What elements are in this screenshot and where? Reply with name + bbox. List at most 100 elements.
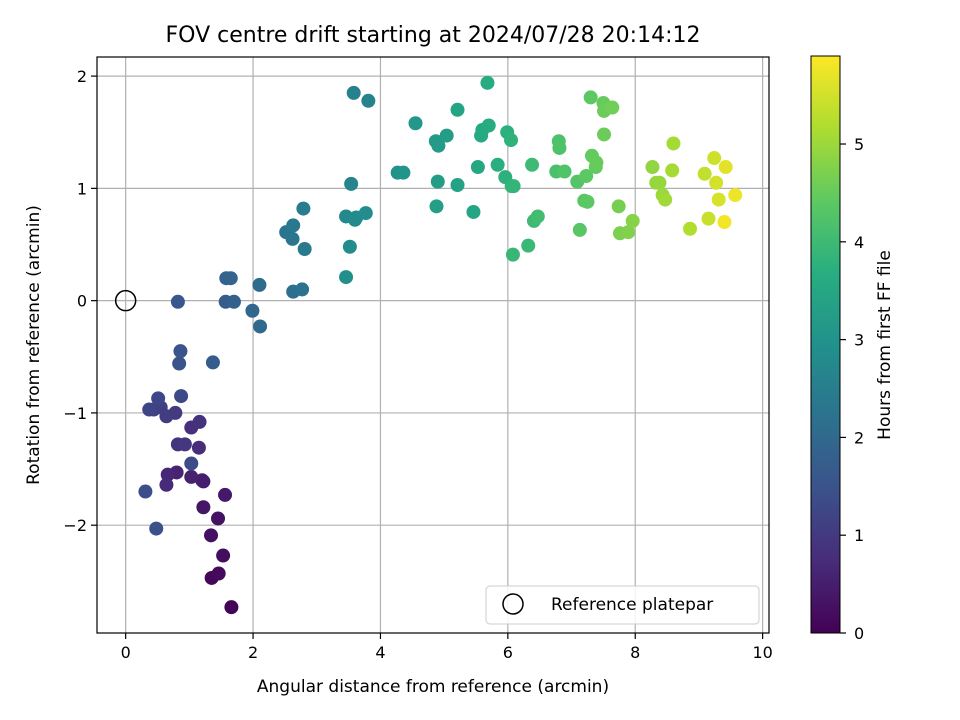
data-point xyxy=(605,100,620,115)
data-point xyxy=(583,90,598,105)
data-point xyxy=(579,169,594,184)
x-tick-label: 8 xyxy=(630,643,640,662)
data-point xyxy=(625,213,640,228)
data-point xyxy=(580,194,595,209)
x-tick-label: 10 xyxy=(752,643,772,662)
data-point xyxy=(504,133,519,148)
data-point xyxy=(211,566,226,581)
data-point xyxy=(480,75,495,90)
data-point xyxy=(195,473,210,488)
data-point xyxy=(142,402,157,417)
data-point xyxy=(589,155,604,170)
data-point xyxy=(296,201,311,216)
axis-ticks: 0 2 4 6 8 10 −2 −1 0 1 2 xyxy=(63,67,772,662)
data-point xyxy=(361,93,376,108)
scatter-points xyxy=(138,75,743,615)
data-point xyxy=(665,163,680,178)
data-point xyxy=(717,215,732,230)
y-axis-label: Rotation from reference (arcmin) xyxy=(24,205,44,485)
data-point xyxy=(342,239,357,254)
data-point xyxy=(184,456,199,471)
data-point xyxy=(224,600,239,615)
data-point xyxy=(204,528,219,543)
data-point xyxy=(295,282,310,297)
data-point xyxy=(226,294,241,309)
data-point xyxy=(666,136,681,151)
data-point xyxy=(253,319,268,334)
colorbar: 0 1 2 3 4 5 Hours from first FF file xyxy=(810,55,895,643)
colorbar-tick-label: 1 xyxy=(854,526,864,545)
data-point xyxy=(408,116,423,131)
legend-marker-icon xyxy=(502,593,524,615)
data-point xyxy=(191,440,206,455)
data-point xyxy=(149,521,164,536)
colorbar-gradient xyxy=(810,55,841,634)
y-tick-label: −2 xyxy=(63,516,87,535)
data-point xyxy=(170,294,185,309)
data-point xyxy=(466,204,481,219)
data-point xyxy=(521,238,536,253)
x-axis-label: Angular distance from reference (arcmin) xyxy=(257,677,609,697)
x-tick-label: 0 xyxy=(121,643,131,662)
data-point xyxy=(172,356,187,371)
data-point xyxy=(450,178,465,192)
reference-point-marker xyxy=(114,289,137,312)
data-point xyxy=(151,391,166,406)
data-point xyxy=(525,157,540,172)
colorbar-tick-label: 4 xyxy=(854,233,864,252)
data-point xyxy=(339,270,354,285)
data-point xyxy=(192,414,207,429)
data-point xyxy=(552,140,567,155)
data-point xyxy=(707,151,722,166)
data-point xyxy=(506,179,521,194)
x-tick-label: 2 xyxy=(248,643,258,662)
data-point xyxy=(358,206,373,221)
data-point xyxy=(285,231,300,246)
data-point xyxy=(205,355,220,370)
data-point xyxy=(621,225,636,240)
colorbar-tick-label: 5 xyxy=(854,135,864,154)
data-point xyxy=(138,484,153,499)
data-point xyxy=(286,218,301,233)
data-point xyxy=(701,211,716,226)
data-point xyxy=(218,487,233,502)
data-point xyxy=(429,199,444,214)
data-point xyxy=(344,176,359,191)
data-point xyxy=(431,138,446,153)
data-point xyxy=(252,277,267,292)
data-point xyxy=(490,157,505,172)
colorbar-tick-label: 3 xyxy=(854,331,864,350)
legend-box xyxy=(485,585,760,625)
data-point xyxy=(505,247,520,262)
colorbar-ticks: 0 1 2 3 4 5 xyxy=(840,135,864,643)
data-point xyxy=(697,166,712,181)
data-point xyxy=(196,500,211,515)
x-tick-label: 4 xyxy=(375,643,385,662)
data-point xyxy=(211,511,226,526)
colorbar-label: Hours from first FF file xyxy=(875,250,895,440)
data-point xyxy=(346,85,361,100)
data-point xyxy=(557,164,572,179)
data-point xyxy=(718,160,733,175)
data-point xyxy=(297,242,312,256)
data-point xyxy=(177,437,192,452)
data-point xyxy=(652,175,667,190)
data-point xyxy=(245,303,260,318)
data-point xyxy=(572,222,587,237)
data-point xyxy=(530,209,545,224)
data-point xyxy=(396,165,411,180)
data-point xyxy=(159,477,174,492)
data-point xyxy=(216,548,231,563)
data-point xyxy=(430,174,445,189)
data-point xyxy=(439,128,454,143)
chart-title: FOV centre drift starting at 2024/07/28 … xyxy=(166,23,701,48)
legend-entry-reference: Reference platepar xyxy=(551,595,713,615)
data-point xyxy=(470,160,485,175)
y-tick-label: −1 xyxy=(63,404,87,423)
data-point xyxy=(611,199,626,214)
data-point xyxy=(481,118,496,133)
data-point xyxy=(174,389,189,404)
y-tick-label: 0 xyxy=(77,292,87,311)
data-point xyxy=(223,271,238,286)
